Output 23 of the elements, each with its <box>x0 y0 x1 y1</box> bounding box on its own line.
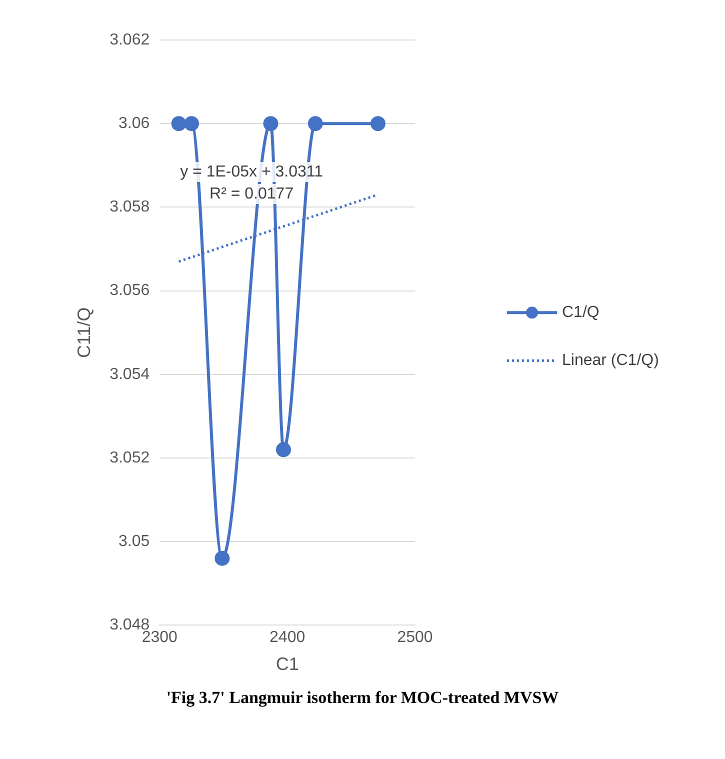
x-tick-label: 2400 <box>270 629 306 646</box>
point <box>308 116 323 132</box>
text: 'Fig 3.7' Langmuir isotherm for MOC-treated MVSW <box>165 688 560 708</box>
y-tick-label: 3.062 <box>110 31 150 48</box>
x-axis-title: C1 <box>276 654 299 674</box>
legend-label: Linear (C1/Q) <box>562 352 659 370</box>
x-tick-label: 2500 <box>397 629 433 646</box>
y-tick-label: 3.052 <box>110 449 150 466</box>
annotation: R² = 0.0177 <box>210 185 294 202</box>
point <box>184 116 200 132</box>
annotation: y = 1E-05x + 3.0311 <box>180 163 324 180</box>
point <box>263 116 278 132</box>
y-tick-label: 3.056 <box>110 282 150 300</box>
point <box>370 116 386 132</box>
point <box>171 116 186 132</box>
y-tick-label: 3.05 <box>118 533 150 550</box>
y-tick-label: 3.058 <box>110 198 150 216</box>
y-tick-label: 3.06 <box>118 115 150 132</box>
point <box>276 442 291 458</box>
legend-label: C1/Q <box>562 304 600 322</box>
y-axis-title: C11/Q <box>74 307 94 358</box>
point <box>214 550 230 566</box>
y-tick-label: 3.054 <box>110 366 150 383</box>
